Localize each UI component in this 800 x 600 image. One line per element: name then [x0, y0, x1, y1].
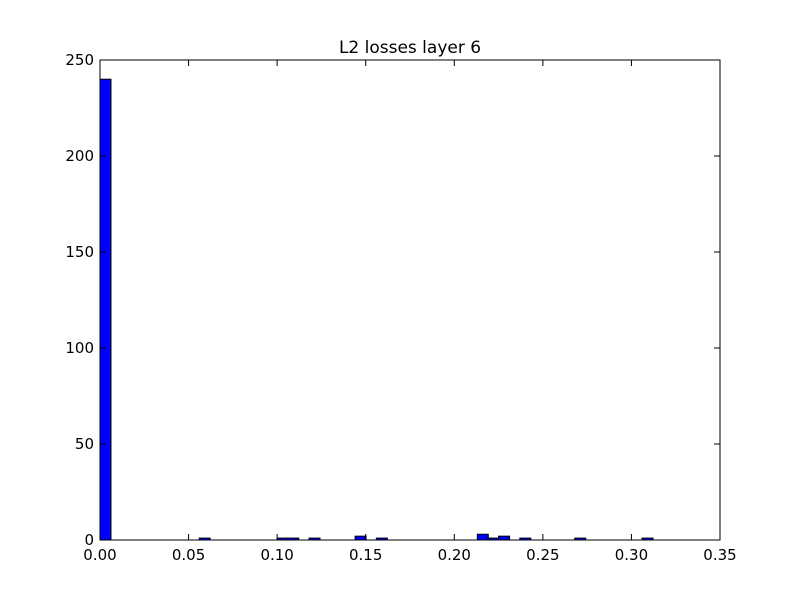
x-tick-label: 0.25: [526, 546, 559, 564]
x-tick-label: 0.30: [615, 546, 648, 564]
y-tick-label: 100: [65, 339, 94, 357]
x-tick-label: 0.00: [83, 546, 116, 564]
x-tick-label: 0.35: [703, 546, 736, 564]
bars-group: [99, 78, 654, 541]
histogram-bar: [476, 533, 489, 541]
x-axis: 0.00 0.05 0.10 0.15 0.20 0.25 0.30 0.35: [83, 60, 737, 564]
y-tick-label: 50: [75, 435, 94, 453]
y-axis: 0 50 100 150 200 250: [65, 51, 720, 549]
y-tick-label: 150: [65, 243, 94, 261]
histogram-bar: [99, 78, 112, 541]
histogram-bar: [354, 535, 367, 541]
histogram-bar: [498, 535, 511, 541]
chart-title: L2 losses layer 6: [339, 38, 481, 58]
x-tick-label: 0.15: [349, 546, 382, 564]
y-tick-label: 250: [65, 51, 94, 69]
x-tick-label: 0.10: [260, 546, 293, 564]
y-tick-label: 200: [65, 147, 94, 165]
y-tick-label: 0: [84, 531, 94, 549]
plot-frame: [99, 59, 721, 541]
x-tick-label: 0.05: [172, 546, 205, 564]
x-tick-label: 0.20: [438, 546, 471, 564]
